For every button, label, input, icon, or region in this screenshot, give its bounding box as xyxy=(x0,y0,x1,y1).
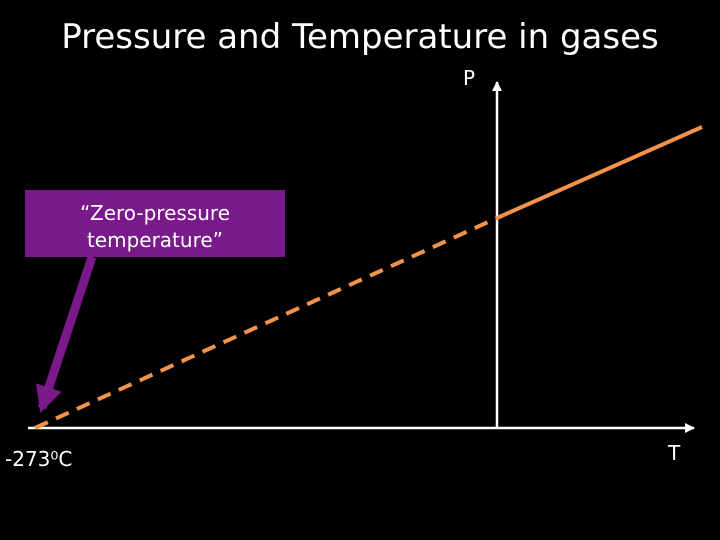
callout-box xyxy=(25,190,285,257)
measured-line xyxy=(496,125,703,220)
slide-title: Pressure and Temperature in gases xyxy=(61,17,659,57)
callout-text: “Zero-pressure xyxy=(80,201,230,225)
y-axis-label: P xyxy=(463,66,475,90)
x-axis-label: T xyxy=(667,441,681,465)
origin-label: -273⁰C xyxy=(5,447,72,471)
extrapolated-line xyxy=(34,216,498,430)
callout-arrow xyxy=(35,255,97,414)
callout-text: temperature” xyxy=(87,228,223,252)
